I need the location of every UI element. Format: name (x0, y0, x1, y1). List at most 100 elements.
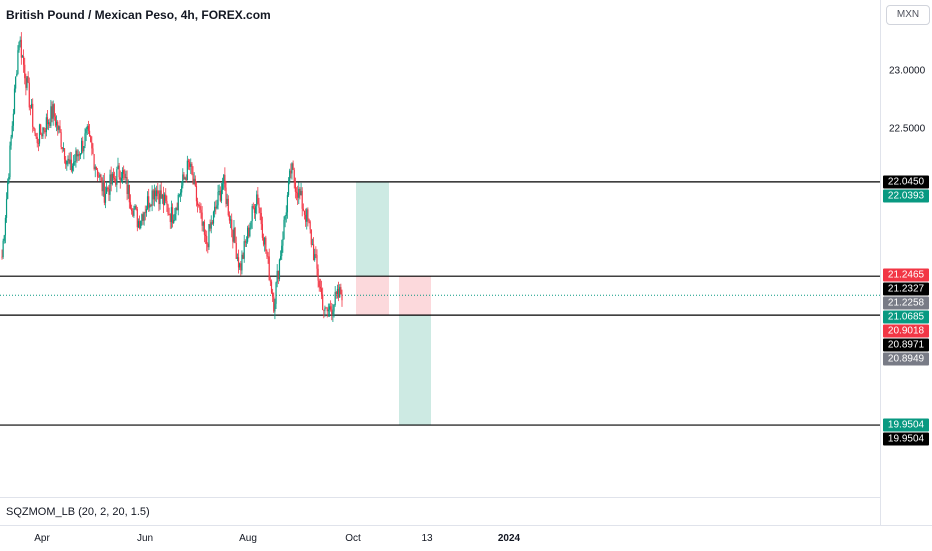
candle-body (333, 305, 335, 312)
candle-body (164, 194, 166, 205)
candle-body (3, 235, 5, 241)
candle-body (38, 124, 41, 144)
candle-body (142, 214, 144, 221)
candle-body (111, 173, 113, 185)
candle-body (23, 56, 25, 65)
candle-body (310, 229, 312, 245)
candle-body (65, 159, 67, 165)
candle-body (212, 211, 215, 224)
price-tag: 20.8971 (883, 338, 929, 352)
candle-body (305, 214, 307, 222)
chart-pane[interactable]: British Pound / Mexican Peso, 4h, FOREX.… (0, 0, 880, 497)
candle-body (278, 259, 281, 280)
candle-body (94, 166, 96, 170)
candle-body (141, 214, 143, 221)
short-position-loss-zone (399, 276, 431, 316)
candle-body (129, 202, 132, 209)
candle-body (177, 194, 179, 211)
candle-body (16, 73, 18, 77)
candle-body (192, 174, 194, 185)
candle-body (51, 106, 53, 119)
candle-body (199, 206, 201, 210)
candle-body (292, 163, 294, 170)
candle-body (247, 227, 249, 242)
candle-body (317, 268, 319, 281)
candle-body (43, 127, 45, 131)
candle-body (341, 294, 343, 301)
candle-body (30, 103, 33, 108)
candle-body (242, 254, 244, 259)
candle-body (217, 191, 219, 206)
candle-body (121, 170, 124, 179)
candle-body (171, 207, 174, 224)
time-tick-label: Oct (345, 533, 361, 544)
candle-body (286, 195, 289, 213)
candle-body (106, 187, 108, 194)
candle-body (161, 194, 163, 199)
candle-body (87, 126, 90, 131)
candle-body (104, 193, 107, 203)
candle-body (189, 162, 191, 167)
candle-body (126, 177, 128, 195)
candle-body (91, 142, 93, 149)
candle-body (12, 113, 14, 126)
candle-body (132, 211, 134, 216)
candle-body (176, 207, 178, 211)
candle-body (262, 237, 265, 245)
candle-body (236, 257, 238, 259)
time-tick-label: 2024 (497, 533, 521, 544)
candle-body (234, 227, 236, 244)
candle-body (162, 194, 165, 205)
candle-body (136, 209, 138, 228)
candle-body (187, 160, 190, 163)
candle-body (228, 215, 231, 221)
candle-body (320, 288, 323, 295)
candle-body (157, 190, 159, 194)
indicator-pane[interactable]: SQZMOM_LB (20, 2, 20, 1.5) (0, 497, 880, 526)
candle-body (53, 104, 55, 117)
candle-body (251, 206, 253, 222)
candle-body (297, 192, 299, 198)
candle-body (328, 306, 331, 310)
candle-body (324, 307, 326, 311)
candle-body (151, 190, 153, 206)
candle-body (318, 280, 320, 287)
time-axis[interactable] (0, 525, 932, 551)
candle-body (13, 88, 16, 114)
candle-body (60, 132, 62, 148)
candle-body (99, 174, 101, 177)
candle-body (134, 205, 136, 209)
price-tag: 22.0393 (883, 189, 929, 203)
candle-body (219, 190, 221, 201)
candle-body (175, 207, 177, 214)
candle-body (208, 224, 210, 248)
candle-body (201, 212, 203, 226)
candle-body (269, 280, 271, 282)
candle-body (193, 178, 195, 185)
candle-body (226, 198, 228, 204)
candle-body (274, 303, 276, 312)
symbol-title: British Pound / Mexican Peso, 4h, FOREX.… (6, 8, 271, 22)
candle-body (17, 50, 19, 74)
indicator-label: SQZMOM_LB (20, 2, 20, 1.5) (6, 506, 150, 518)
candle-body (15, 76, 17, 89)
candle-body (144, 212, 146, 214)
candle-body (294, 181, 296, 192)
candle-body (74, 161, 76, 163)
currency-button[interactable]: MXN (886, 5, 930, 25)
candle-body (150, 204, 152, 206)
price-tick-label: 22.5000 (889, 123, 926, 135)
candle-body (7, 182, 9, 199)
candle-body (256, 194, 258, 207)
candle-body (154, 190, 157, 197)
candle-body (140, 220, 142, 229)
candle-body (9, 145, 11, 178)
candle-body (146, 196, 149, 209)
price-chart[interactable] (0, 0, 880, 497)
price-tag: 21.2327 (883, 282, 929, 296)
candle-body (183, 174, 185, 179)
candle-body (90, 136, 92, 143)
candle-body (245, 241, 248, 243)
candle-body (85, 129, 87, 134)
price-axis[interactable] (880, 0, 932, 525)
